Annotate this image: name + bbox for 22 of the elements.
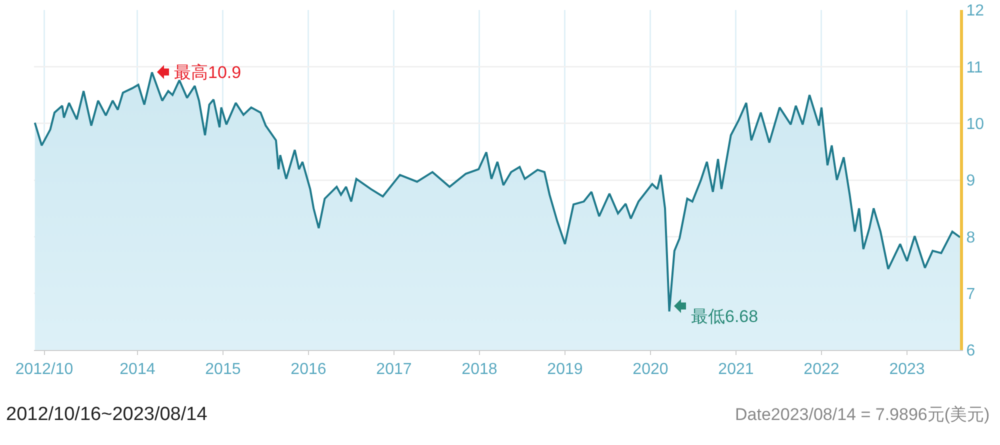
annotation: 最高10.9 <box>174 63 242 82</box>
x-tick-label: 2012/10 <box>15 361 74 378</box>
x-tick-label: 2022 <box>804 361 840 378</box>
x-tick-label: 2018 <box>462 361 498 378</box>
y-tick-label: 11 <box>966 59 983 76</box>
x-tick-label: 2015 <box>205 361 241 378</box>
y-tick-label: 9 <box>966 172 976 190</box>
x-tick-label: 2020 <box>632 361 668 378</box>
y-tick-label: 12 <box>966 2 984 20</box>
x-tick-label: 2016 <box>290 361 326 378</box>
x-tick-label: 2014 <box>120 361 156 378</box>
y-tick-label: 7 <box>966 286 976 303</box>
x-tick-label: 2017 <box>376 361 412 378</box>
text: 2012/10/16~2023/08/14 <box>6 404 208 425</box>
text: Date2023/08/14 = 7.9896元(美元) <box>735 405 990 424</box>
y-tick-label: 10 <box>966 116 984 133</box>
annotation: 最低6.68 <box>691 307 758 326</box>
y-tick-label: 8 <box>966 229 976 246</box>
x-tick-label: 2021 <box>718 361 754 378</box>
x-tick-label: 2019 <box>547 361 583 378</box>
x-tick-label: 2023 <box>889 361 925 378</box>
y-tick-label: 6 <box>966 342 976 360</box>
